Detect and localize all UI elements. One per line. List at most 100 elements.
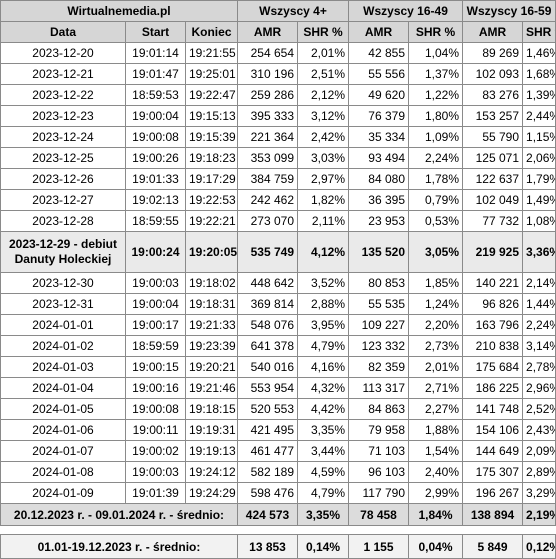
cell-shr-4plus: 4,42%: [297, 398, 349, 420]
col-header-start: Start: [125, 21, 186, 43]
cell-end: 19:25:01: [185, 63, 238, 85]
table-row: 2024-01-07 19:00:02 19:19:13 461 477 3,44% 71…: [0, 440, 556, 462]
cell-shr-16-59: 1,68%: [522, 63, 556, 85]
cell-amr-16-59: 83 276: [462, 84, 524, 106]
table-row: 2023-12-21 19:01:47 19:25:01 310 196 2,51% 55…: [0, 63, 556, 85]
cell-end: 19:22:47: [185, 84, 238, 106]
cell-shr-4plus: 2,51%: [297, 63, 349, 85]
cell-amr-4plus: 221 364: [237, 126, 298, 148]
cell-date: 2023-12-31: [0, 293, 126, 315]
cell-shr-16-59: 1,49%: [522, 189, 556, 211]
cell-shr-16-49: 0,53%: [407, 210, 464, 232]
cell-end: 19:19:31: [185, 419, 238, 441]
cell-end: 19:18:02: [185, 272, 238, 294]
cell-shr-4plus: 3,44%: [297, 440, 349, 462]
cell-amr-16-59: 122 637: [462, 168, 524, 190]
cell-end: 19:17:29: [185, 168, 238, 190]
cell-shr-16-49: 1,80%: [407, 105, 464, 127]
table-row: 2023-12-30 19:00:03 19:18:02 448 642 3,52% 80…: [0, 272, 556, 294]
average-amr-16-59: 138 894: [462, 503, 524, 526]
cell-shr-16-49: 1,85%: [407, 272, 464, 294]
footer-amr-4plus: 13 853: [237, 534, 298, 559]
cell-date: 2023-12-26: [0, 168, 126, 190]
col-header-date: Data: [0, 21, 126, 43]
table-row-highlight: 2023-12-29 - debiut Danuty Holeckiej 19:0…: [0, 231, 556, 273]
cell-date: 2024-01-06: [0, 419, 126, 441]
cell-end: 19:22:53: [185, 189, 238, 211]
cell-start: 19:00:26: [125, 147, 186, 169]
cell-amr-16-49: 35 334: [348, 126, 409, 148]
cell-end: 19:21:46: [185, 377, 238, 399]
cell-start: 19:00:15: [125, 356, 186, 378]
cell-end: 19:19:13: [185, 440, 238, 462]
cell-shr-4plus: 4,79%: [297, 335, 349, 357]
cell-amr-16-49: 36 395: [348, 189, 409, 211]
cell-end: 19:21:33: [185, 314, 238, 336]
cell-shr-16-59: 3,14%: [522, 335, 556, 357]
cell-shr-16-49: 2,99%: [407, 482, 464, 504]
cell-end: 19:22:21: [185, 210, 238, 232]
cell-date: 2023-12-21: [0, 63, 126, 85]
footer-shr-16-59: 0,12%: [522, 534, 556, 559]
cell-shr-16-59: 1,08%: [522, 210, 556, 232]
cell-amr-16-49: 42 855: [348, 42, 409, 64]
cell-shr-16-49: 2,73%: [407, 335, 464, 357]
cell-amr-4plus: 353 099: [237, 147, 298, 169]
cell-start: 19:00:03: [125, 272, 186, 294]
cell-date: 2023-12-22: [0, 84, 126, 106]
cell-amr-16-59: 125 071: [462, 147, 524, 169]
cell-amr-4plus: 553 954: [237, 377, 298, 399]
cell-shr-16-49: 1,78%: [407, 168, 464, 190]
cell-start: 19:00:16: [125, 377, 186, 399]
cell-shr-16-49: 1,37%: [407, 63, 464, 85]
cell-amr-16-59: 163 796: [462, 314, 524, 336]
cell-shr-16-59: 1,44%: [522, 293, 556, 315]
average-shr-16-49: 1,84%: [407, 503, 464, 526]
cell-amr-16-59: 102 093: [462, 63, 524, 85]
col-header-amr: AMR: [348, 21, 409, 43]
cell-shr-16-49: 2,20%: [407, 314, 464, 336]
cell-start: 19:02:13: [125, 189, 186, 211]
cell-shr-4plus: 4,79%: [297, 482, 349, 504]
cell-amr-4plus: 384 759: [237, 168, 298, 190]
cell-amr-16-49: 55 535: [348, 293, 409, 315]
cell-date: 2023-12-23: [0, 105, 126, 127]
average-shr-4plus: 3,35%: [297, 503, 349, 526]
cell-shr-16-49: 0,79%: [407, 189, 464, 211]
col-header-shr: SHR %: [522, 21, 556, 43]
table-row: 2023-12-31 19:00:04 19:18:31 369 814 2,88% 55…: [0, 293, 556, 315]
footer-shr-4plus: 0,14%: [297, 534, 349, 559]
table-row: 2024-01-09 19:01:39 19:24:29 598 476 4,79% 11…: [0, 482, 556, 504]
cell-date: 2023-12-24: [0, 126, 126, 148]
cell-amr-16-59: 186 225: [462, 377, 524, 399]
group-header-16-49: Wszyscy 16-49: [347, 0, 464, 22]
cell-start: 19:01:39: [125, 482, 186, 504]
cell-shr-16-59: 2,06%: [522, 147, 556, 169]
cell-amr-4plus: 395 333: [237, 105, 298, 127]
cell-date: 2023-12-29 - debiut Danuty Holeckiej: [0, 231, 126, 273]
cell-shr-16-49: 1,04%: [407, 42, 464, 64]
cell-date: 2024-01-05: [0, 398, 126, 420]
average-shr-16-59: 2,19%: [522, 503, 556, 526]
cell-shr-4plus: 2,42%: [297, 126, 349, 148]
cell-amr-4plus: 242 462: [237, 189, 298, 211]
cell-amr-4plus: 273 070: [237, 210, 298, 232]
cell-amr-16-59: 144 649: [462, 440, 524, 462]
cell-amr-16-49: 84 863: [348, 398, 409, 420]
table-row: 2024-01-05 19:00:08 19:18:15 520 553 4,42% 84…: [0, 398, 556, 420]
cell-amr-16-49: 49 620: [348, 84, 409, 106]
cell-shr-16-49: 1,54%: [407, 440, 464, 462]
cell-amr-16-49: 93 494: [348, 147, 409, 169]
average-amr-4plus: 424 573: [237, 503, 298, 526]
table-row: 2023-12-24 19:00:08 19:15:39 221 364 2,42% 35…: [0, 126, 556, 148]
cell-amr-4plus: 369 814: [237, 293, 298, 315]
cell-shr-4plus: 2,01%: [297, 42, 349, 64]
cell-shr-16-59: 2,43%: [522, 419, 556, 441]
cell-amr-4plus: 310 196: [237, 63, 298, 85]
cell-date: 2023-12-27: [0, 189, 126, 211]
cell-start: 19:00:04: [125, 293, 186, 315]
cell-amr-16-59: 196 267: [462, 482, 524, 504]
cell-amr-4plus: 421 495: [237, 419, 298, 441]
cell-shr-16-49: 2,71%: [407, 377, 464, 399]
